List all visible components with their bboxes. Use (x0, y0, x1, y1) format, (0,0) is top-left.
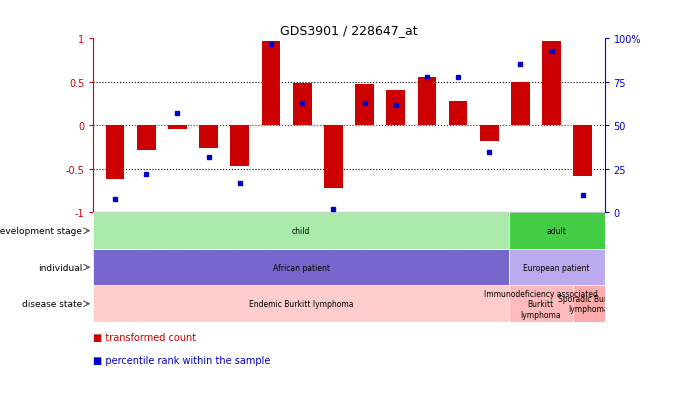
Text: ■ transformed count: ■ transformed count (93, 332, 196, 342)
Text: child: child (292, 227, 310, 236)
Bar (93, 249, 509, 286)
Bar (168, 126, 187, 130)
Bar (417, 78, 436, 126)
Text: ■ percentile rank within the sample: ■ percentile rank within the sample (93, 355, 271, 365)
Bar (231, 126, 249, 167)
Bar (511, 83, 530, 126)
Bar (106, 126, 124, 180)
Text: individual: individual (38, 263, 82, 272)
Bar (480, 126, 499, 142)
Text: Immunodeficiency associated
Burkitt
lymphoma: Immunodeficiency associated Burkitt lymp… (484, 289, 598, 319)
Bar (199, 126, 218, 149)
Text: Sporadic Burkitt
lymphoma: Sporadic Burkitt lymphoma (558, 294, 620, 313)
Bar (574, 126, 592, 176)
Bar (355, 85, 374, 126)
Bar (509, 213, 605, 249)
Bar (137, 126, 155, 150)
Bar (448, 102, 467, 126)
Bar (542, 42, 561, 126)
Text: disease state: disease state (22, 299, 82, 309)
Bar (293, 83, 312, 126)
Bar (93, 286, 509, 322)
Bar (386, 90, 405, 126)
Bar (262, 42, 281, 126)
Title: GDS3901 / 228647_at: GDS3901 / 228647_at (280, 24, 418, 37)
Bar (573, 286, 605, 322)
Text: African patient: African patient (272, 263, 330, 272)
Bar (93, 213, 509, 249)
Text: Endemic Burkitt lymphoma: Endemic Burkitt lymphoma (249, 299, 353, 309)
Text: adult: adult (547, 227, 567, 236)
Text: European patient: European patient (524, 263, 590, 272)
Bar (324, 126, 343, 189)
Bar (509, 249, 605, 286)
Text: development stage: development stage (0, 227, 82, 236)
Bar (509, 286, 573, 322)
